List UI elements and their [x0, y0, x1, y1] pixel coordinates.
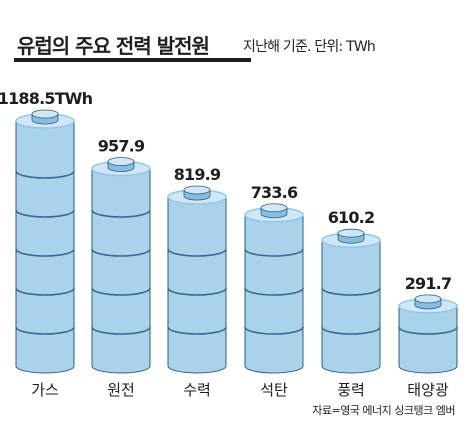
bar-1-band-3 [15, 248, 75, 257]
bar-5-body [321, 239, 381, 374]
source-note: 자료=영국 에너지 싱크탱크 엠버 [312, 404, 455, 417]
bar-1-value-label: 1188.5TWh [0, 89, 93, 108]
bar-4-category-label: 석탄 [260, 381, 288, 399]
bar-2-category-label: 원전 [107, 381, 135, 399]
bar-3-band-3 [167, 248, 227, 257]
bar-2-band-4 [91, 209, 151, 218]
bar-6-band-1 [398, 326, 458, 335]
bar-2-value-label: 957.9 [98, 137, 145, 156]
bar-1-body [15, 120, 75, 374]
bar-4-cap-top [260, 203, 288, 213]
bar-4-band-2 [244, 287, 304, 296]
bar-4-band-1 [244, 326, 304, 335]
bar-1-band-4 [15, 209, 75, 218]
bar-1-cap-top [31, 109, 59, 119]
bar-2-band-1 [91, 326, 151, 335]
bar-3-body [167, 196, 227, 374]
bar-2-band-3 [91, 248, 151, 257]
bar-4-band-3 [244, 248, 304, 257]
bar-3-value-label: 819.9 [174, 165, 221, 184]
bar-4-value-label: 733.6 [251, 183, 298, 202]
title-underline [14, 58, 251, 62]
bar-1-band-5 [15, 170, 75, 179]
chart-title: 유럽의 주요 전력 발전원 [17, 34, 210, 58]
bar-6-cap-top [414, 294, 442, 304]
bar-5-band-1 [321, 326, 381, 335]
bar-1-category-label: 가스 [31, 381, 59, 399]
bar-3-band-2 [167, 287, 227, 296]
bar-6-value-label: 291.7 [405, 274, 452, 293]
bar-4-body [244, 214, 304, 374]
bar-3-category-label: 수력 [183, 381, 211, 399]
bar-6-category-label: 태양광 [407, 381, 449, 399]
bar-5-band-2 [321, 287, 381, 296]
bar-1-band-1 [15, 326, 75, 335]
bar-3-band-1 [167, 326, 227, 335]
bar-5-cap-top [337, 228, 365, 238]
bar-2-body [91, 168, 151, 374]
bar-3-cap-top [183, 185, 211, 195]
bar-6-body [398, 305, 458, 374]
bar-5-value-label: 610.2 [328, 208, 375, 227]
chart-subtitle: 지난해 기준. 단위: TWh [243, 39, 376, 55]
bar-2-cap-top [107, 157, 135, 166]
bar-1-band-2 [15, 287, 75, 296]
bar-2-band-2 [91, 287, 151, 296]
bar-5-category-label: 풍력 [337, 381, 365, 399]
